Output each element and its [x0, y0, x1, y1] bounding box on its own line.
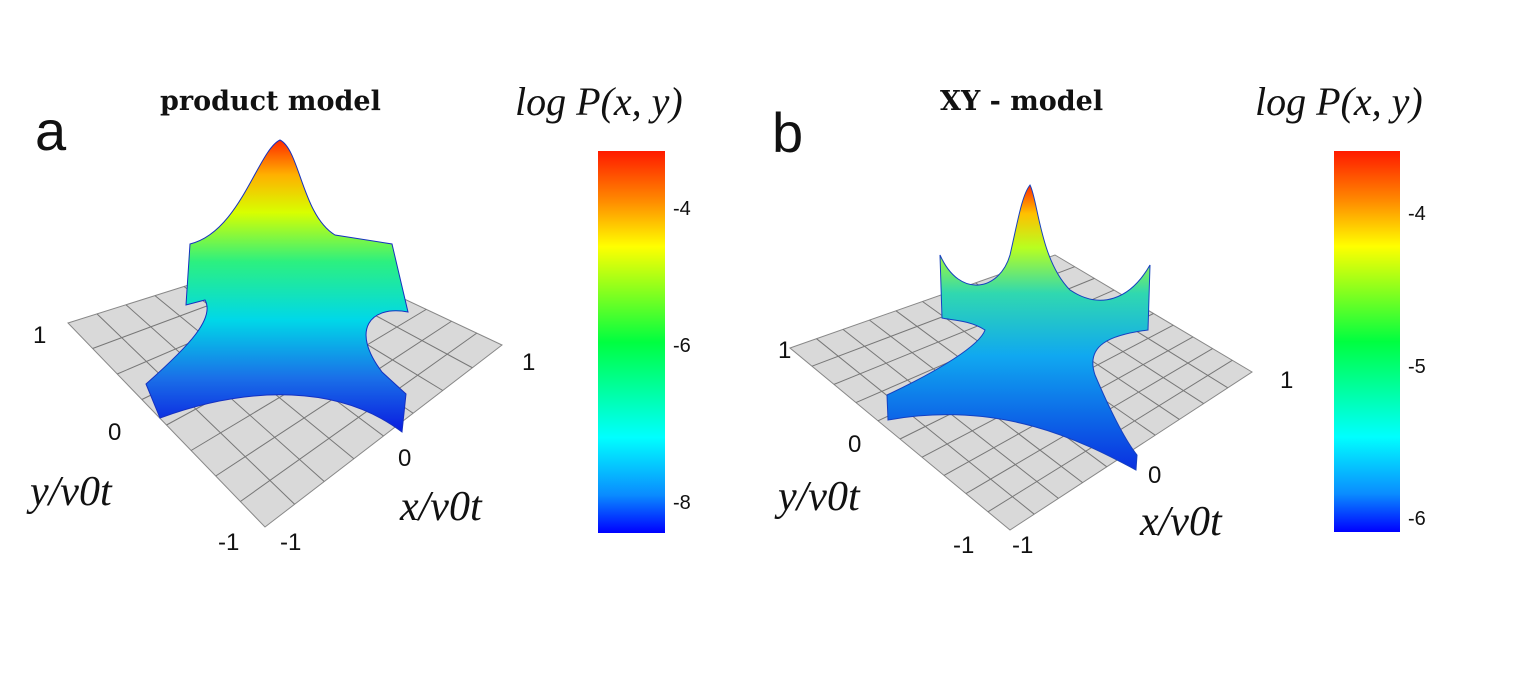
chart-title: product model [160, 86, 381, 117]
colorbar-tick: -4 [1408, 203, 1426, 225]
colorbar-tick: -5 [1408, 356, 1426, 378]
x-axis-label: x/v0t [1139, 499, 1223, 545]
colorbar [598, 151, 665, 533]
panel-a: a product model 1 0 -1 -1 0 1 y/v0t x/v0… [26, 79, 691, 556]
colorbar-title: log P(x, y) [1255, 79, 1423, 124]
x-tick: 0 [1148, 462, 1161, 489]
panel-b: b XY - model 1 0 -1 -1 0 1 y/v0t x/v0t l… [772, 79, 1426, 559]
colorbar [1334, 151, 1400, 532]
y-tick: -1 [218, 529, 239, 556]
surface [145, 139, 409, 433]
y-tick: 0 [108, 419, 121, 446]
colorbar-tick: -8 [673, 492, 691, 514]
chart-title: XY - model [940, 86, 1103, 117]
y-axis-label: y/v0t [774, 474, 861, 520]
y-tick: 1 [33, 322, 46, 349]
colorbar-tick: -6 [1408, 508, 1426, 530]
panel-label: a [35, 99, 67, 162]
grid-line [240, 332, 478, 502]
panel-label: b [772, 101, 803, 164]
y-tick: 1 [778, 337, 791, 364]
colorbar-tick: -4 [673, 198, 691, 220]
colorbar-tick: -6 [673, 335, 691, 357]
x-tick: 1 [522, 349, 535, 376]
y-axis-label: y/v0t [26, 469, 113, 515]
surface [886, 184, 1151, 471]
y-tick: -1 [953, 532, 974, 559]
x-tick: -1 [280, 529, 301, 556]
x-axis-label: x/v0t [399, 484, 483, 530]
y-tick: 0 [848, 431, 861, 458]
x-tick: -1 [1012, 532, 1033, 559]
x-tick: 0 [398, 445, 411, 472]
x-tick: 1 [1280, 367, 1293, 394]
colorbar-title: log P(x, y) [515, 79, 683, 124]
